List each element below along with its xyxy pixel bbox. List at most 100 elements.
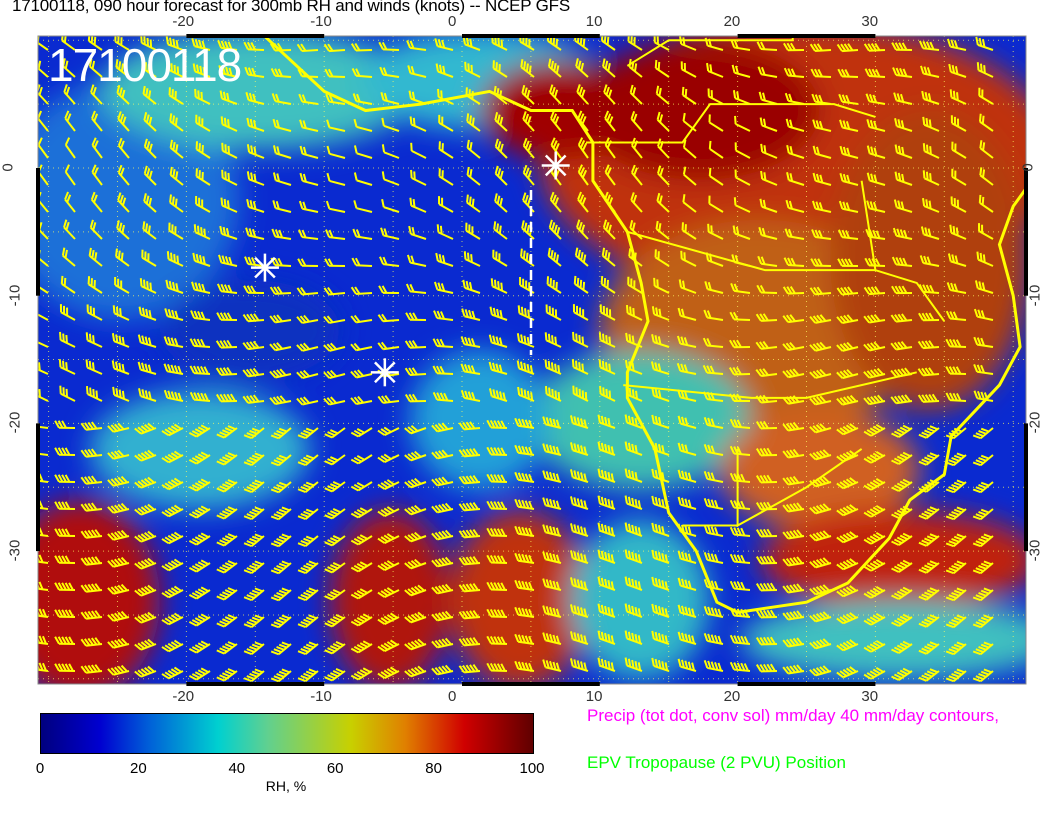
wind-barb	[864, 68, 886, 78]
wind-barb	[891, 424, 913, 438]
wind-barb	[243, 587, 265, 602]
wind-barb	[656, 111, 670, 132]
wind-barb	[188, 532, 211, 546]
wind-barb	[408, 90, 427, 105]
wind-barb	[730, 39, 751, 51]
wind-barb	[755, 340, 778, 350]
wind-barb	[918, 560, 940, 574]
wind-barb	[599, 385, 616, 402]
wind-barb	[839, 145, 859, 159]
wind-barb	[115, 248, 130, 267]
wind-barb	[863, 367, 886, 379]
wind-barb	[863, 394, 886, 406]
wind-barb	[243, 285, 265, 294]
wind-barb	[161, 450, 184, 464]
wind-barb	[486, 635, 508, 645]
wind-barb	[945, 506, 967, 521]
wind-barb	[141, 249, 157, 267]
wind-barb	[297, 481, 319, 493]
wind-barb	[734, 115, 751, 132]
wind-barb	[836, 394, 859, 406]
wind-barb	[217, 39, 238, 51]
wind-barb	[435, 252, 454, 267]
wind-barb	[353, 118, 373, 132]
wind-barb	[602, 58, 616, 78]
wind-barb	[460, 389, 481, 402]
wind-barb	[839, 119, 859, 132]
wind-barb	[782, 610, 805, 621]
wind-barb	[625, 386, 643, 402]
wind-barb	[597, 414, 616, 429]
wind-barb	[38, 339, 49, 348]
wind-barb	[325, 93, 346, 105]
wind-barb	[350, 286, 373, 295]
wind-barb	[350, 454, 373, 465]
wind-barb	[945, 641, 967, 656]
wind-barb	[836, 585, 859, 598]
wind-barb	[161, 585, 184, 599]
wind-barb	[195, 168, 211, 186]
wind-barb	[296, 314, 319, 324]
wind-barb	[324, 508, 346, 520]
wind-barb	[215, 339, 238, 349]
wind-barb	[782, 556, 805, 567]
wind-barb	[193, 224, 211, 240]
wind-barb	[161, 612, 184, 626]
wind-barb	[405, 312, 427, 321]
wind-barb	[890, 367, 913, 378]
wind-barb	[653, 277, 670, 294]
wind-barb	[542, 524, 562, 537]
wind-barb	[628, 58, 643, 78]
wind-barb	[702, 364, 724, 375]
wind-barb	[782, 341, 805, 352]
wind-barb	[431, 556, 454, 568]
wind-barb	[520, 59, 535, 78]
wind-barb	[271, 93, 292, 105]
wind-barb	[893, 199, 913, 213]
wind-barb	[979, 140, 994, 159]
wind-barb	[517, 386, 535, 402]
wind-barb	[134, 449, 157, 462]
wind-barb	[296, 369, 319, 380]
lon-tick-label-bottom: -10	[310, 688, 332, 705]
wind-barb	[624, 414, 643, 429]
wind-barb	[516, 333, 535, 348]
wind-barb	[143, 138, 157, 159]
wind-barb	[729, 499, 751, 510]
wind-barb	[191, 281, 211, 294]
wind-barb	[651, 657, 670, 672]
chart-title: 17100118, 090 hour forecast for 300mb RH…	[12, 0, 570, 15]
wind-barb	[651, 334, 670, 348]
wind-barb	[755, 555, 778, 565]
wind-barb	[350, 588, 373, 600]
wind-barb	[297, 535, 319, 547]
wind-barb	[597, 630, 616, 645]
lon-tick-label-top: 10	[585, 13, 603, 30]
wind-barb	[404, 638, 427, 651]
wind-barb	[514, 498, 535, 510]
wind-barb	[407, 65, 427, 78]
wind-barb	[809, 395, 832, 406]
wind-barb	[216, 641, 238, 655]
wind-barb	[326, 145, 346, 159]
wind-barb	[782, 529, 805, 540]
wind-barb	[546, 276, 562, 294]
wind-barb	[973, 390, 994, 402]
wind-barb	[242, 340, 265, 351]
wind-barb	[431, 449, 454, 460]
wind-barb	[58, 359, 76, 375]
wind-barb	[863, 612, 886, 626]
wind-barb	[570, 550, 589, 564]
wind-barb	[486, 473, 508, 483]
wind-barb	[733, 197, 751, 213]
wind-barb	[651, 495, 670, 510]
wind-barb	[134, 584, 157, 597]
wind-barb	[572, 331, 589, 348]
wind-barb	[161, 423, 184, 437]
wind-barb	[433, 281, 454, 294]
wind-barb	[947, 253, 967, 267]
wind-barb	[438, 141, 454, 159]
country-border	[623, 371, 917, 399]
wind-barb	[54, 582, 76, 591]
wind-barb	[890, 340, 913, 351]
